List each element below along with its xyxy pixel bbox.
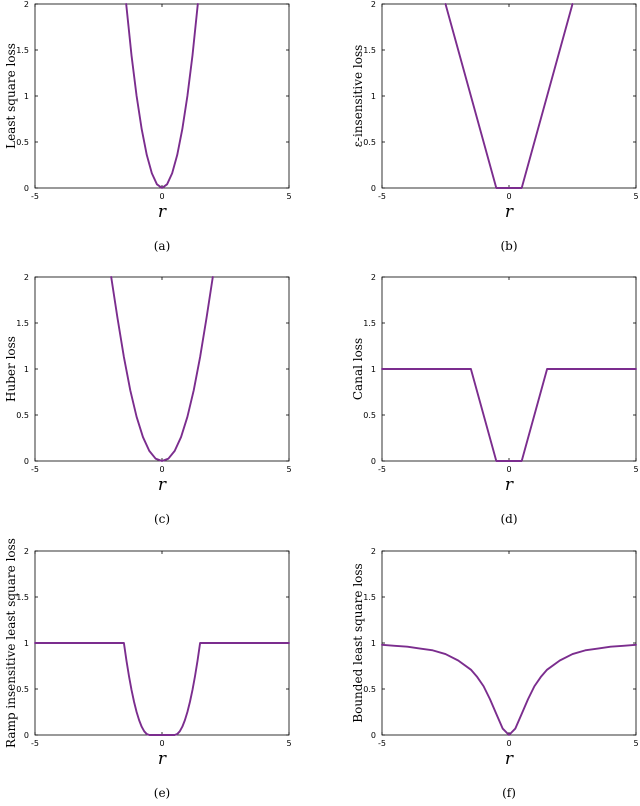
- y-tick-label: 0: [24, 184, 29, 193]
- y-tick-label: 1: [371, 639, 376, 648]
- y-tick-label: 0.5: [363, 685, 376, 694]
- loss-curve: [110, 276, 214, 462]
- plot-frame: [381, 3, 637, 189]
- y-tick-label: 2: [371, 273, 376, 282]
- x-tick-label: 5: [633, 192, 638, 201]
- y-axis-label: ε-insensitive loss: [351, 45, 365, 148]
- y-tick-label: 0.5: [16, 138, 29, 147]
- loss-curve: [34, 642, 290, 736]
- y-tick-label: 1: [24, 639, 29, 648]
- x-tick-label: 5: [633, 739, 638, 748]
- plot-frame: [34, 3, 290, 189]
- y-tick-label: 1: [24, 365, 29, 374]
- x-tick-label: -5: [378, 465, 386, 474]
- x-axis-label: r: [505, 202, 514, 222]
- x-tick-label: 0: [159, 465, 164, 474]
- loss-curve: [444, 3, 574, 189]
- x-tick-label: -5: [31, 192, 39, 201]
- y-tick-label: 1: [24, 92, 29, 101]
- y-tick-label: 2: [24, 0, 29, 9]
- y-tick-label: 1.5: [363, 319, 376, 328]
- y-axis-label: Huber loss: [4, 336, 18, 402]
- subplot-caption: (f): [502, 786, 516, 800]
- y-tick-label: 0: [371, 184, 376, 193]
- y-tick-label: 1.5: [16, 593, 29, 602]
- x-axis-label: r: [505, 475, 514, 495]
- subplot-caption: (b): [500, 239, 517, 253]
- x-tick-label: 5: [633, 465, 638, 474]
- y-tick-label: 0: [371, 731, 376, 740]
- y-tick-label: 1.5: [16, 46, 29, 55]
- x-tick-label: 0: [506, 739, 511, 748]
- loss-curve: [125, 3, 199, 189]
- x-axis-label: r: [158, 202, 167, 222]
- y-tick-label: 0.5: [16, 685, 29, 694]
- x-tick-label: -5: [31, 739, 39, 748]
- x-tick-label: 5: [286, 465, 291, 474]
- x-axis-label: r: [158, 475, 167, 495]
- y-tick-label: 2: [24, 547, 29, 556]
- plot-frame: [381, 550, 637, 736]
- y-axis-label: Least square loss: [4, 43, 18, 149]
- x-tick-label: -5: [31, 465, 39, 474]
- x-axis-label: r: [505, 749, 514, 769]
- loss-curve: [381, 643, 637, 736]
- x-axis-label: r: [158, 749, 167, 769]
- x-tick-label: 0: [506, 465, 511, 474]
- x-tick-label: 0: [506, 192, 511, 201]
- y-tick-label: 0.5: [363, 138, 376, 147]
- subplot-caption: (a): [154, 239, 171, 253]
- y-tick-label: 0: [371, 457, 376, 466]
- y-tick-label: 0.5: [16, 411, 29, 420]
- loss-curve: [381, 368, 637, 462]
- y-tick-label: 1: [371, 92, 376, 101]
- y-tick-label: 1: [371, 365, 376, 374]
- plot-frame: [34, 276, 290, 462]
- y-tick-label: 2: [371, 0, 376, 9]
- x-tick-label: -5: [378, 192, 386, 201]
- x-tick-label: -5: [378, 739, 386, 748]
- y-tick-label: 0: [24, 731, 29, 740]
- y-tick-label: 2: [371, 547, 376, 556]
- x-tick-label: 0: [159, 192, 164, 201]
- y-tick-label: 1.5: [16, 319, 29, 328]
- y-axis-label: Canal loss: [351, 338, 365, 400]
- y-tick-label: 1.5: [363, 46, 376, 55]
- y-tick-label: 1.5: [363, 593, 376, 602]
- y-tick-label: 0: [24, 457, 29, 466]
- subplot-caption: (c): [154, 512, 170, 526]
- x-tick-label: 5: [286, 739, 291, 748]
- y-axis-label: Ramp insensitive least square loss: [4, 538, 18, 748]
- subplot-caption: (e): [154, 786, 170, 800]
- x-tick-label: 0: [159, 739, 164, 748]
- subplot-caption: (d): [500, 512, 517, 526]
- y-tick-label: 2: [24, 273, 29, 282]
- y-axis-label: Bounded least square loss: [351, 563, 365, 722]
- y-tick-label: 0.5: [363, 411, 376, 420]
- x-tick-label: 5: [286, 192, 291, 201]
